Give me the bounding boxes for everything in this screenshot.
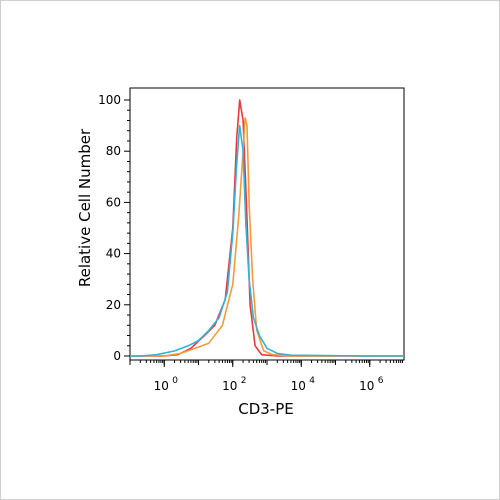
y-axis-ticks: 0 20 40 60 80 100 [98, 93, 130, 363]
plot-box [129, 87, 405, 361]
series-line-1 [130, 99, 404, 357]
y-tick-label: 100 [98, 93, 121, 107]
x-tick-label: 10 [359, 379, 374, 393]
y-tick-label: 60 [106, 195, 121, 209]
series-group [130, 99, 404, 357]
series-line-2 [130, 117, 404, 357]
x-tick-label: 10 [154, 379, 169, 393]
x-axis-ticks: 10 0 10 2 10 4 10 6 [154, 360, 384, 393]
x-axis-title: CD3-PE [238, 400, 294, 418]
series-line-3 [130, 124, 404, 357]
x-tick-exponent: 6 [378, 376, 384, 386]
x-minor-ticks [129, 360, 403, 365]
y-tick-label: 20 [106, 298, 121, 312]
x-tick-exponent: 0 [172, 376, 178, 386]
x-tick-label: 10 [222, 379, 237, 393]
x-tick-exponent: 4 [309, 376, 315, 386]
y-tick-label: 40 [106, 247, 121, 261]
y-axis-title: Relative Cell Number [76, 128, 94, 287]
x-tick-exponent: 2 [241, 376, 247, 386]
y-tick-label: 0 [113, 349, 121, 363]
x-tick-label: 10 [291, 379, 306, 393]
y-tick-label: 80 [106, 144, 121, 158]
y-minor-ticks [127, 109, 130, 347]
